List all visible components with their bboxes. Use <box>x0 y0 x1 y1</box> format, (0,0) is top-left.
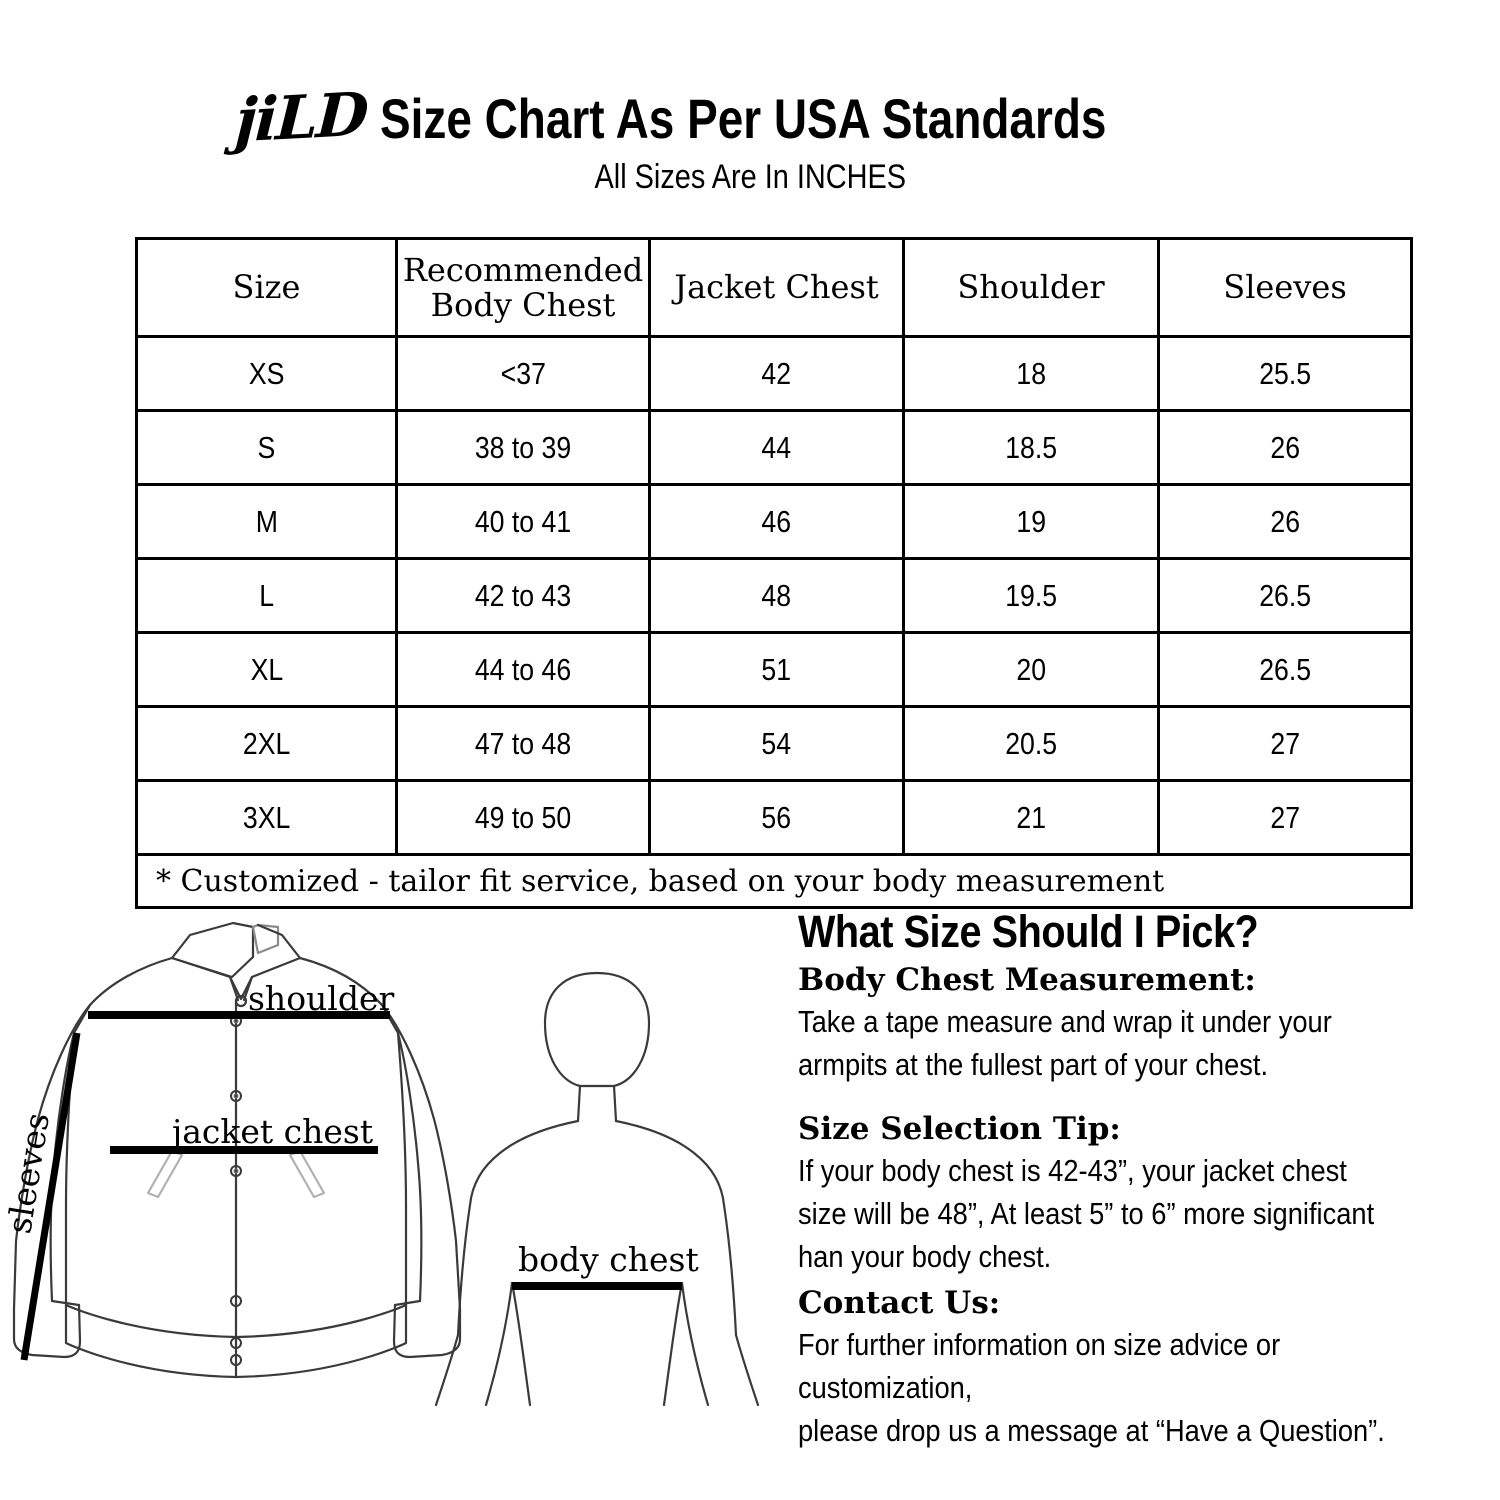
cell-body-chest: 38 to 39 <box>395 409 651 486</box>
column-header-jacket-chest: Jacket Chest <box>648 237 905 338</box>
cell-jacket-chest: 56 <box>648 779 905 856</box>
table-row: M 40 to 41 46 19 26 <box>135 483 1413 560</box>
column-header-line2: Body Chest <box>430 285 616 324</box>
section-line: For further information on size advice o… <box>798 1327 1281 1405</box>
jacket-button <box>230 1015 242 1366</box>
cell-shoulder: 20.5 <box>902 705 1160 782</box>
measurement-illustrations: shoulder jacket chest sleeves body <box>0 905 790 1425</box>
cell-body-chest: 42 to 43 <box>395 557 651 634</box>
title-line: jiLD Size Chart As Per USA Standards <box>0 80 1500 157</box>
section-line: If your body chest is 42-43”, your jacke… <box>798 1153 1347 1189</box>
cell-body-chest: <37 <box>395 335 651 412</box>
page-header: jiLD Size Chart As Per USA Standards All… <box>0 80 1500 196</box>
column-header-line1: Recommended <box>402 250 644 289</box>
cell-shoulder: 18 <box>902 335 1160 412</box>
cell-shoulder: 19 <box>902 483 1160 560</box>
cell-body-chest: 44 to 46 <box>395 631 651 708</box>
section-title-contact-us: Contact Us: <box>798 1285 1001 1322</box>
section-title-size-selection-tip: Size Selection Tip: <box>798 1111 1121 1148</box>
cell-size: 3XL <box>135 779 398 856</box>
cell-body-chest: 49 to 50 <box>395 779 651 856</box>
table-row: S 38 to 39 44 18.5 26 <box>135 409 1413 486</box>
label-jacket-chest: jacket chest <box>168 1112 373 1151</box>
label-shoulder: shoulder <box>248 979 395 1018</box>
guidance-heading: What Size Should I Pick? <box>798 906 1259 957</box>
column-header-sleeves: Sleeves <box>1157 237 1413 338</box>
sleeves-measure-line <box>20 1032 81 1361</box>
cell-jacket-chest: 46 <box>648 483 905 560</box>
section-line: size will be 48”, At least 5” to 6” more… <box>798 1195 1375 1231</box>
section-line: Take a tape measure and wrap it under yo… <box>798 1003 1332 1039</box>
cell-jacket-chest: 44 <box>648 409 905 486</box>
section-line: armpits at the fullest part of your ches… <box>798 1046 1269 1082</box>
section-line: han your body chest. <box>798 1238 1052 1274</box>
cell-sleeves: 26.5 <box>1157 631 1413 708</box>
table-footnote-row: * Customized - tailor fit service, based… <box>135 853 1413 909</box>
cell-sleeves: 27 <box>1157 779 1413 856</box>
table-row: XL 44 to 46 51 20 26.5 <box>135 631 1413 708</box>
table-header-row: Size Recommended Body Chest Jacket Chest… <box>135 237 1413 338</box>
table-row: 2XL 47 to 48 54 20.5 27 <box>135 705 1413 782</box>
cell-sleeves: 26 <box>1157 483 1413 560</box>
brand-logo: jiLD <box>233 79 369 157</box>
cell-sleeves: 25.5 <box>1157 335 1413 412</box>
cell-size: S <box>135 409 398 486</box>
column-header-size: Size <box>135 237 398 338</box>
cell-sleeves: 26.5 <box>1157 557 1413 634</box>
table-body: XS <37 42 18 25.5 S 38 to 39 44 18.5 26 … <box>135 335 1413 909</box>
body-figure-illustration <box>434 971 760 1407</box>
cell-size: L <box>135 557 398 634</box>
cell-shoulder: 19.5 <box>902 557 1160 634</box>
table-row: XS <37 42 18 25.5 <box>135 335 1413 412</box>
cell-sleeves: 26 <box>1157 409 1413 486</box>
table-header: Size Recommended Body Chest Jacket Chest… <box>135 237 1413 338</box>
cell-jacket-chest: 51 <box>648 631 905 708</box>
cell-shoulder: 20 <box>902 631 1160 708</box>
cell-size: XL <box>135 631 398 708</box>
table-row: 3XL 49 to 50 56 21 27 <box>135 779 1413 856</box>
cell-jacket-chest: 42 <box>648 335 905 412</box>
cell-size: XS <box>135 335 398 412</box>
cell-size: 2XL <box>135 705 398 782</box>
section-line: please drop us a message at “Have a Ques… <box>798 1412 1385 1448</box>
table-row: L 42 to 43 48 19.5 26.5 <box>135 557 1413 634</box>
cell-jacket-chest: 54 <box>648 705 905 782</box>
cell-body-chest: 47 to 48 <box>395 705 651 782</box>
page-subtitle: All Sizes Are In INCHES <box>594 158 906 196</box>
cell-sleeves: 27 <box>1157 705 1413 782</box>
column-header-recommended-body-chest: Recommended Body Chest <box>395 237 651 338</box>
column-header-shoulder: Shoulder <box>902 237 1160 338</box>
spacer <box>798 1086 1458 1104</box>
cell-size: M <box>135 483 398 560</box>
cell-body-chest: 40 to 41 <box>395 483 651 560</box>
page-title: Size Chart As Per USA Standards <box>380 87 1107 150</box>
cell-jacket-chest: 48 <box>648 557 905 634</box>
label-body-chest: body chest <box>518 1240 699 1279</box>
size-guidance-panel: What Size Should I Pick? Body Chest Meas… <box>798 908 1458 1452</box>
size-chart-table: Size Recommended Body Chest Jacket Chest… <box>135 237 1413 909</box>
section-title-body-chest-measurement: Body Chest Measurement: <box>798 962 1256 999</box>
cell-shoulder: 21 <box>902 779 1160 856</box>
cell-shoulder: 18.5 <box>902 409 1160 486</box>
jacket-illustration <box>12 921 462 1379</box>
table-footnote: * Customized - tailor fit service, based… <box>135 853 1413 909</box>
